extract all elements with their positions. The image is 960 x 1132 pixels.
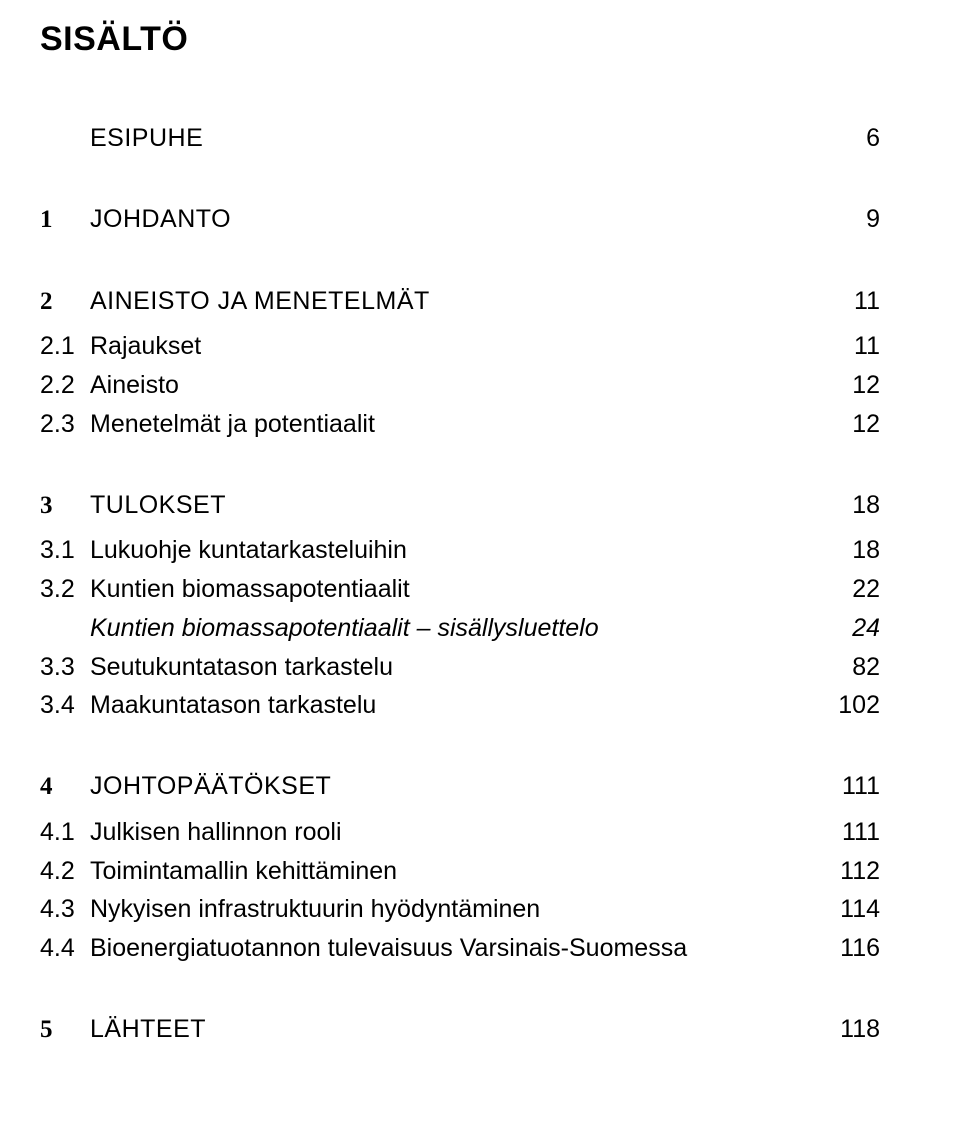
toc-entry-4: 4 JOHTOPÄÄTÖKSET 111 4.1 Julkisen hallin… — [40, 767, 880, 968]
toc-entry-2: 2 AINEISTO JA MENETELMÄT 11 2.1 Rajaukse… — [40, 282, 880, 444]
toc-row: 4.2 Toimintamallin kehittäminen 112 — [40, 852, 880, 891]
toc-row: 4.4 Bioenergiatuotannon tulevaisuus Vars… — [40, 929, 880, 968]
toc-number: 4.1 — [40, 813, 90, 852]
toc-row: 3 TULOKSET 18 — [40, 486, 880, 526]
toc-row: 4.3 Nykyisen infrastruktuurin hyödyntämi… — [40, 890, 880, 929]
toc-label: Seutukuntatason tarkastelu — [90, 648, 820, 687]
toc-label: TULOKSET — [90, 486, 820, 525]
toc-page: 11 — [820, 282, 880, 321]
toc-page: 18 — [820, 531, 880, 570]
toc-page: 114 — [820, 890, 880, 929]
toc-page: 22 — [820, 570, 880, 609]
toc-number: 3.4 — [40, 686, 90, 725]
toc-number: 2 — [40, 283, 90, 322]
toc-label: Aineisto — [90, 366, 820, 405]
toc-entry-3: 3 TULOKSET 18 3.1 Lukuohje kuntatarkaste… — [40, 486, 880, 726]
toc-subsection: 4.1 Julkisen hallinnon rooli 111 4.2 Toi… — [40, 813, 880, 968]
toc-row: 3.2 Kuntien biomassapotentiaalit 22 — [40, 570, 880, 609]
toc-label: Menetelmät ja potentiaalit — [90, 405, 820, 444]
toc-row: 3.3 Seutukuntatason tarkastelu 82 — [40, 648, 880, 687]
toc-entry-5: 5 LÄHTEET 118 — [40, 1010, 880, 1050]
toc-row: 3.4 Maakuntatason tarkastelu 102 — [40, 686, 880, 725]
toc-number: 3.3 — [40, 648, 90, 687]
toc-page: 12 — [820, 366, 880, 405]
toc-page: 18 — [820, 486, 880, 525]
toc-row: 4 JOHTOPÄÄTÖKSET 111 — [40, 767, 880, 807]
toc-label: Lukuohje kuntatarkasteluihin — [90, 531, 820, 570]
toc-subsection: 2.1 Rajaukset 11 2.2 Aineisto 12 2.3 Men… — [40, 327, 880, 443]
toc-label: Nykyisen infrastruktuurin hyödyntäminen — [90, 890, 820, 929]
toc-row: 5 LÄHTEET 118 — [40, 1010, 880, 1050]
toc-page: 102 — [820, 686, 880, 725]
toc-page: 118 — [820, 1010, 880, 1049]
toc-number: 2.1 — [40, 327, 90, 366]
toc-page: 111 — [820, 813, 880, 852]
toc-label: Julkisen hallinnon rooli — [90, 813, 820, 852]
toc-label: Rajaukset — [90, 327, 820, 366]
toc-label: JOHTOPÄÄTÖKSET — [90, 767, 820, 806]
toc-row: 2.1 Rajaukset 11 — [40, 327, 880, 366]
toc-page: 116 — [820, 929, 880, 968]
toc-entry-1: 1 JOHDANTO 9 — [40, 200, 880, 240]
toc-entry-esipuhe: ESIPUHE 6 — [40, 119, 880, 158]
toc-number: 5 — [40, 1011, 90, 1050]
toc-label: Maakuntatason tarkastelu — [90, 686, 820, 725]
toc-page: 12 — [820, 405, 880, 444]
toc-label: LÄHTEET — [90, 1010, 820, 1049]
toc-label: Bioenergiatuotannon tulevaisuus Varsinai… — [90, 929, 820, 968]
toc-row: 2.3 Menetelmät ja potentiaalit 12 — [40, 405, 880, 444]
toc-number: 4 — [40, 768, 90, 807]
toc-number: 2.3 — [40, 405, 90, 444]
toc-number: 4.4 — [40, 929, 90, 968]
toc-label: Kuntien biomassapotentiaalit – sisällysl… — [90, 609, 820, 648]
toc-page: 111 — [820, 767, 880, 806]
toc-row: 4.1 Julkisen hallinnon rooli 111 — [40, 813, 880, 852]
toc-subsection: 3.1 Lukuohje kuntatarkasteluihin 18 3.2 … — [40, 531, 880, 725]
toc-page: 9 — [820, 200, 880, 239]
toc-row: Kuntien biomassapotentiaalit – sisällysl… — [40, 609, 880, 648]
toc-number: 4.3 — [40, 890, 90, 929]
toc-label: ESIPUHE — [90, 119, 820, 158]
toc-page: 24 — [820, 609, 880, 648]
page-title: SISÄLTÖ — [40, 20, 880, 59]
toc-row: 2.2 Aineisto 12 — [40, 366, 880, 405]
toc-number: 1 — [40, 201, 90, 240]
toc-number: 2.2 — [40, 366, 90, 405]
toc-label: AINEISTO JA MENETELMÄT — [90, 282, 820, 321]
toc-number: 3 — [40, 487, 90, 526]
toc-row: 3.1 Lukuohje kuntatarkasteluihin 18 — [40, 531, 880, 570]
toc-row: 1 JOHDANTO 9 — [40, 200, 880, 240]
toc-page: 6 — [820, 119, 880, 158]
table-of-contents: ESIPUHE 6 1 JOHDANTO 9 2 AINEISTO JA MEN… — [40, 119, 880, 1050]
toc-page: 82 — [820, 648, 880, 687]
toc-number: 3.2 — [40, 570, 90, 609]
toc-label: Toimintamallin kehittäminen — [90, 852, 820, 891]
toc-page: 112 — [820, 852, 880, 891]
toc-number: 3.1 — [40, 531, 90, 570]
toc-label: Kuntien biomassapotentiaalit — [90, 570, 820, 609]
toc-number: 4.2 — [40, 852, 90, 891]
toc-row: 2 AINEISTO JA MENETELMÄT 11 — [40, 282, 880, 322]
toc-label: JOHDANTO — [90, 200, 820, 239]
page: SISÄLTÖ ESIPUHE 6 1 JOHDANTO 9 2 AINEIST… — [0, 0, 960, 1132]
toc-row: ESIPUHE 6 — [40, 119, 880, 158]
toc-page: 11 — [820, 327, 880, 366]
